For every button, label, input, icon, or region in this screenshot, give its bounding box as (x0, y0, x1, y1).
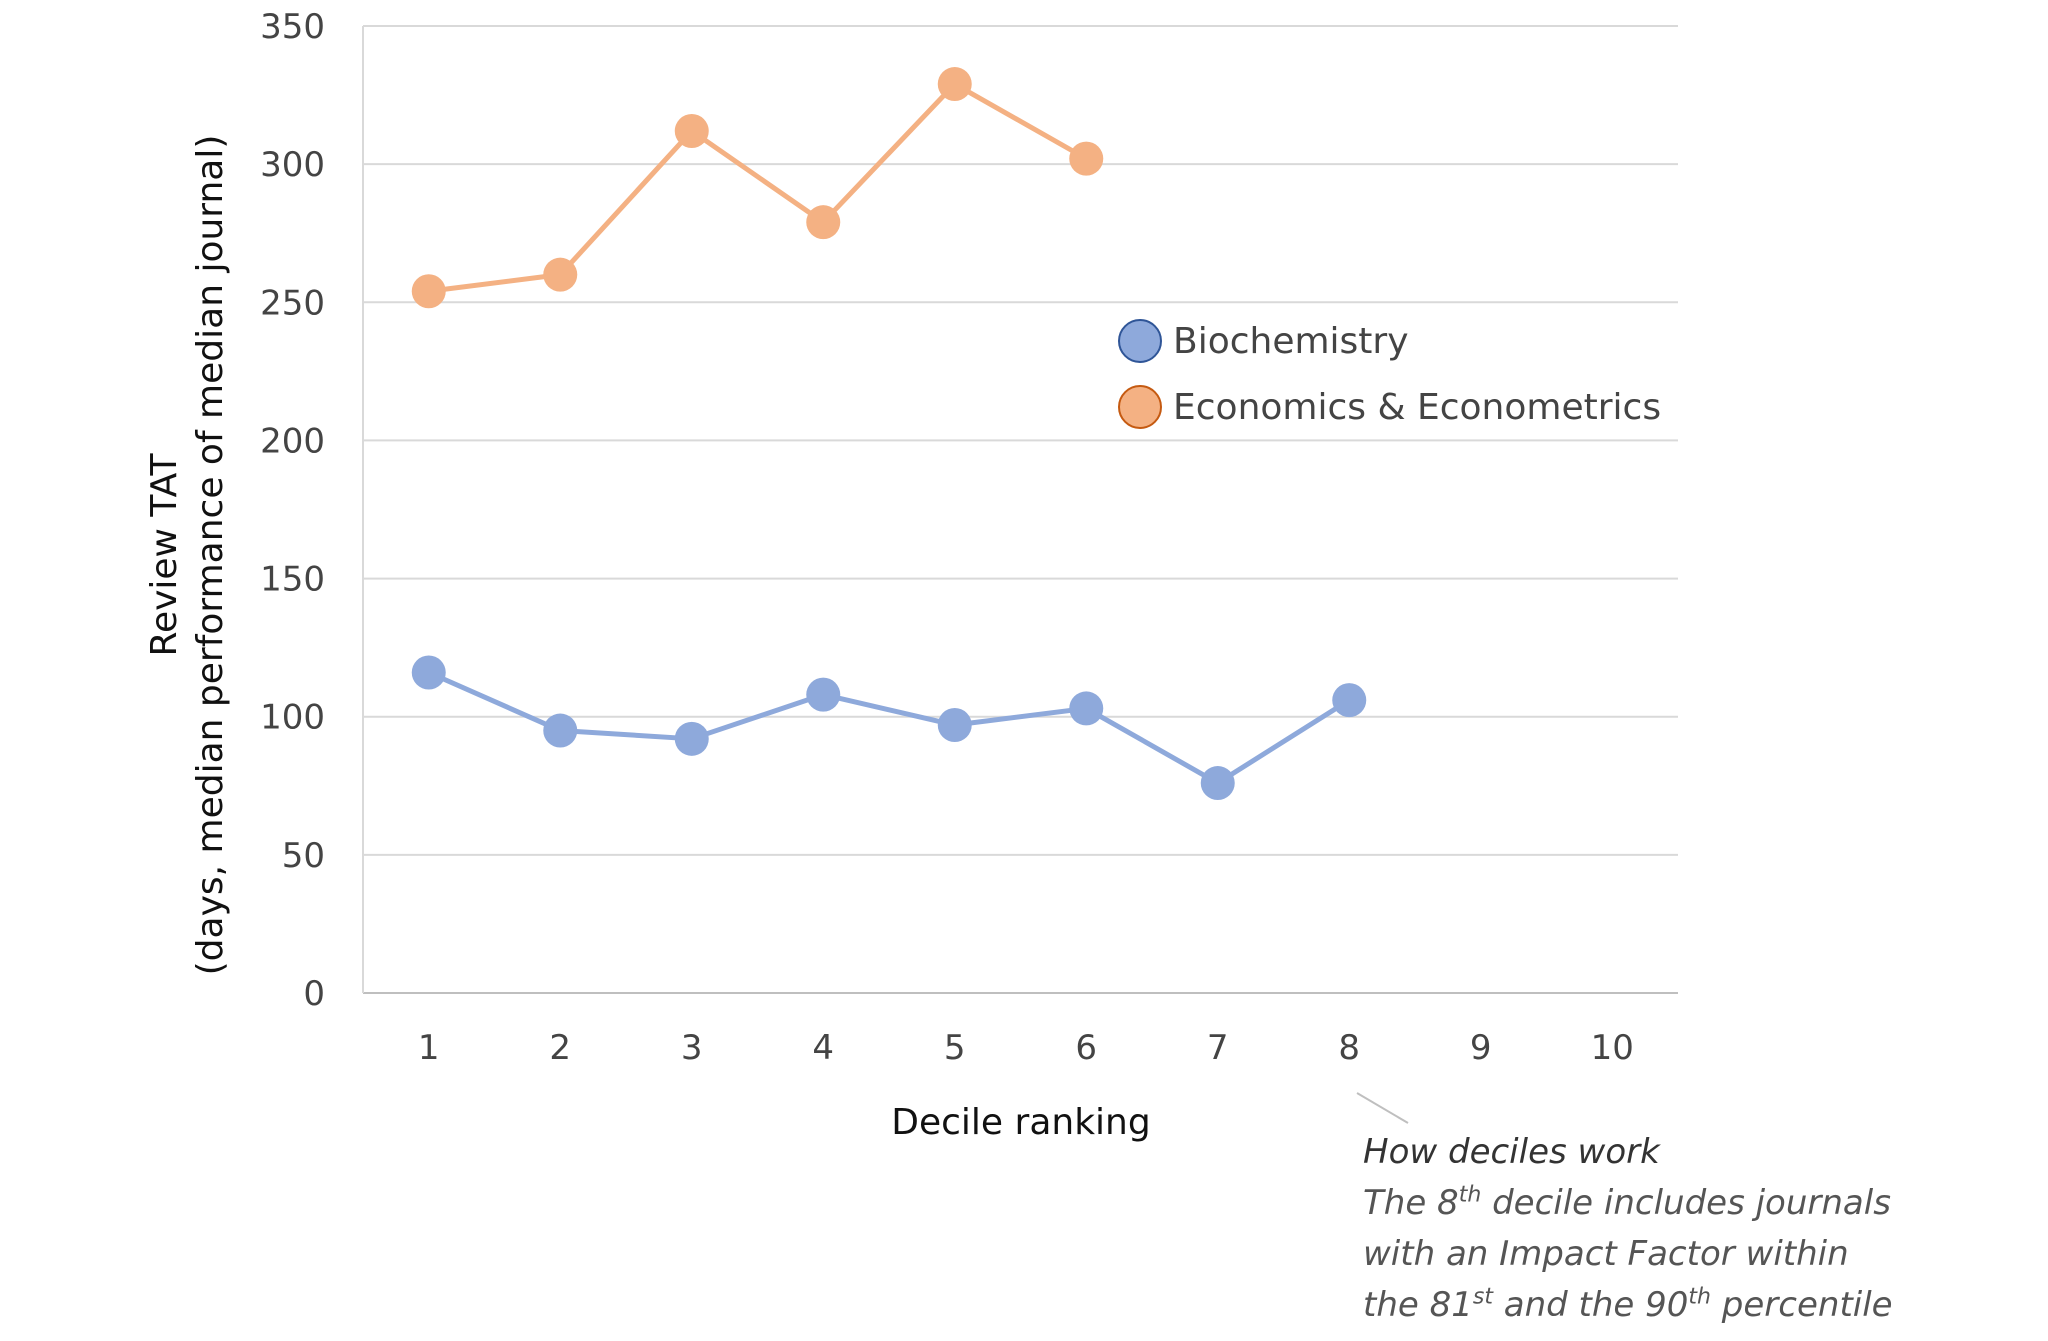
y-tick-label-250: 250 (260, 283, 325, 323)
annotation-title: How deciles work (1363, 1132, 1660, 1172)
x-tick-label-8: 8 (1338, 1028, 1360, 1068)
annotation-line-3: the 81st and the 90th percentile (1363, 1284, 1893, 1325)
annotation-line-2: with an Impact Factor within (1363, 1234, 1849, 1274)
data-point-economics-econometrics-1 (411, 274, 446, 309)
y-axis-ticks: 0 50 100 150 200 250 300 350 (260, 7, 325, 1014)
x-tick-label-2: 2 (549, 1028, 571, 1068)
legend-label-economics-econometrics: Economics & Econometrics (1173, 387, 1661, 428)
x-tick-label-3: 3 (681, 1028, 703, 1068)
data-point-biochemistry-2 (543, 713, 578, 748)
annotation-line-1: The 8th decile includes journals (1363, 1182, 1891, 1223)
series-layer (411, 67, 1367, 801)
annotation-leader-line (1356, 1092, 1409, 1124)
y-tick-label-300: 300 (260, 145, 325, 185)
legend: Biochemistry Economics & Econometrics (1118, 319, 1661, 429)
x-tick-label-5: 5 (944, 1028, 966, 1068)
legend-marker-economics-econometrics (1118, 385, 1162, 429)
x-tick-label-7: 7 (1207, 1028, 1229, 1068)
data-point-biochemistry-1 (411, 655, 446, 690)
legend-label-biochemistry: Biochemistry (1173, 321, 1409, 362)
y-tick-label-0: 0 (303, 974, 325, 1014)
data-point-biochemistry-6 (1069, 691, 1104, 726)
data-point-biochemistry-4 (806, 677, 841, 712)
y-tick-label-100: 100 (260, 698, 325, 738)
y-axis-subtitle: (days, median performance of median jour… (190, 135, 231, 976)
data-point-economics-econometrics-5 (937, 67, 972, 102)
x-axis-ticks: 1 2 3 4 5 6 7 8 9 10 (418, 1028, 1634, 1068)
gridlines (362, 25, 1678, 994)
legend-marker-biochemistry (1118, 319, 1162, 363)
annotation-note: How deciles work The 8th decile includes… (1363, 1127, 1893, 1331)
x-tick-label-4: 4 (812, 1028, 834, 1068)
data-point-economics-econometrics-6 (1069, 141, 1104, 176)
y-tick-label-150: 150 (260, 560, 325, 600)
y-tick-label-50: 50 (282, 836, 325, 876)
y-axis-title: Review TAT (144, 453, 185, 657)
series-line-economics-econometrics (428, 81, 1088, 294)
data-point-biochemistry-5 (937, 708, 972, 743)
data-point-economics-econometrics-4 (806, 205, 841, 240)
x-tick-label-10: 10 (1591, 1028, 1634, 1068)
data-point-economics-econometrics-3 (674, 113, 709, 148)
x-tick-label-1: 1 (418, 1028, 440, 1068)
data-point-biochemistry-7 (1200, 766, 1235, 801)
series-biochemistry (411, 655, 1367, 801)
data-point-biochemistry-3 (674, 721, 709, 756)
series-line-biochemistry (427, 670, 1351, 786)
series-economics-econometrics (411, 67, 1104, 309)
y-tick-label-350: 350 (260, 7, 325, 47)
x-axis-title: Decile ranking (891, 1102, 1150, 1143)
data-point-biochemistry-8 (1332, 683, 1367, 718)
x-tick-label-6: 6 (1075, 1028, 1097, 1068)
data-point-economics-econometrics-2 (543, 257, 578, 292)
y-tick-label-200: 200 (260, 421, 325, 461)
x-tick-label-9: 9 (1470, 1028, 1492, 1068)
